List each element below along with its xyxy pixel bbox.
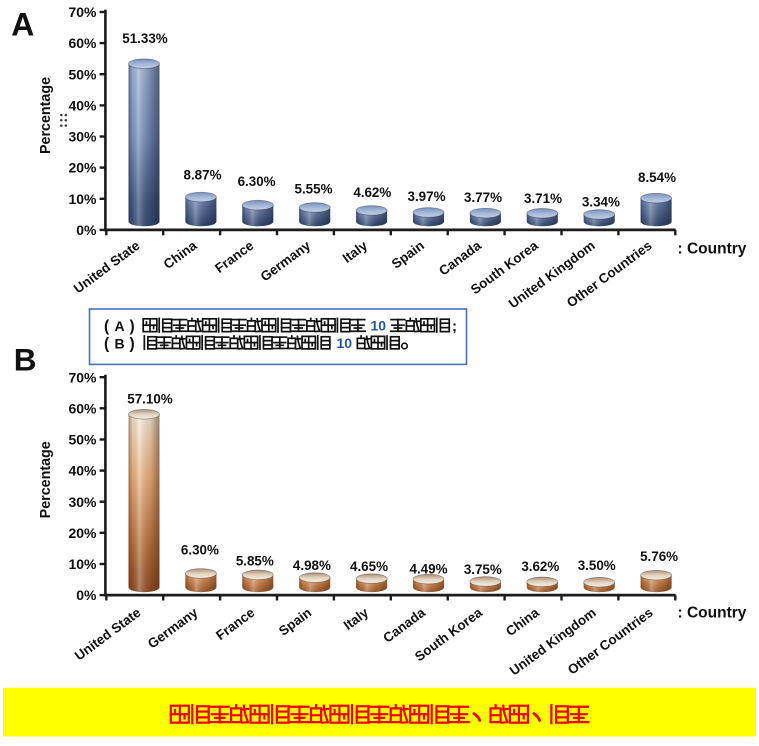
svg-text:20%: 20% [68,160,97,176]
svg-text:Percentage: Percentage [38,77,54,154]
svg-text:B: B [14,341,37,377]
svg-text:8.87%: 8.87% [184,168,222,183]
svg-text:: Country: : Country [678,240,747,257]
svg-text:A: A [11,6,34,42]
svg-text:0%: 0% [76,222,97,238]
svg-text:40%: 40% [68,463,97,479]
svg-text:): ) [130,318,135,335]
svg-text:3.62%: 3.62% [521,559,559,574]
svg-text:51.33%: 51.33% [122,31,168,46]
svg-text:4.49%: 4.49% [410,561,448,576]
svg-text:3.71%: 3.71% [524,191,562,206]
svg-text:(: ( [104,318,110,335]
svg-text:50%: 50% [68,432,97,448]
svg-text:6.30%: 6.30% [238,174,276,189]
svg-text:0%: 0% [76,587,97,603]
svg-text:10%: 10% [68,556,97,572]
svg-text:A: A [115,318,125,334]
svg-text:10: 10 [371,318,387,334]
svg-text:6.30%: 6.30% [181,542,219,557]
svg-text:60%: 60% [68,400,97,416]
svg-text:10%: 10% [68,191,97,207]
svg-text:): ) [130,336,135,353]
svg-text:4.98%: 4.98% [293,558,331,573]
svg-text:30%: 30% [68,494,97,510]
svg-text:40%: 40% [68,98,97,114]
svg-text:10: 10 [337,335,353,351]
svg-text:4.65%: 4.65% [350,559,388,574]
svg-text:Percentage: Percentage [38,441,54,518]
svg-text:3.77%: 3.77% [464,190,502,205]
svg-text:70%: 70% [68,4,97,20]
svg-text:: Country: : Country [678,605,747,622]
svg-text:50%: 50% [68,66,97,82]
svg-text:3.75%: 3.75% [464,562,502,577]
svg-text:8.54%: 8.54% [638,170,676,185]
svg-text:4.62%: 4.62% [353,185,391,200]
svg-text:3.50%: 3.50% [578,558,616,573]
svg-text:70%: 70% [68,369,97,385]
svg-text:5.85%: 5.85% [236,554,274,569]
svg-text:20%: 20% [68,525,97,541]
svg-text:30%: 30% [68,129,97,145]
svg-text:3.97%: 3.97% [408,189,446,204]
svg-text:60%: 60% [68,35,97,51]
svg-text:57.10%: 57.10% [127,391,173,406]
svg-text:B: B [115,336,125,352]
svg-text:5.76%: 5.76% [640,549,678,564]
svg-text:;: ; [452,318,457,335]
svg-text:3.34%: 3.34% [582,195,620,210]
svg-text:(: ( [104,336,110,353]
svg-text:5.55%: 5.55% [295,182,333,197]
